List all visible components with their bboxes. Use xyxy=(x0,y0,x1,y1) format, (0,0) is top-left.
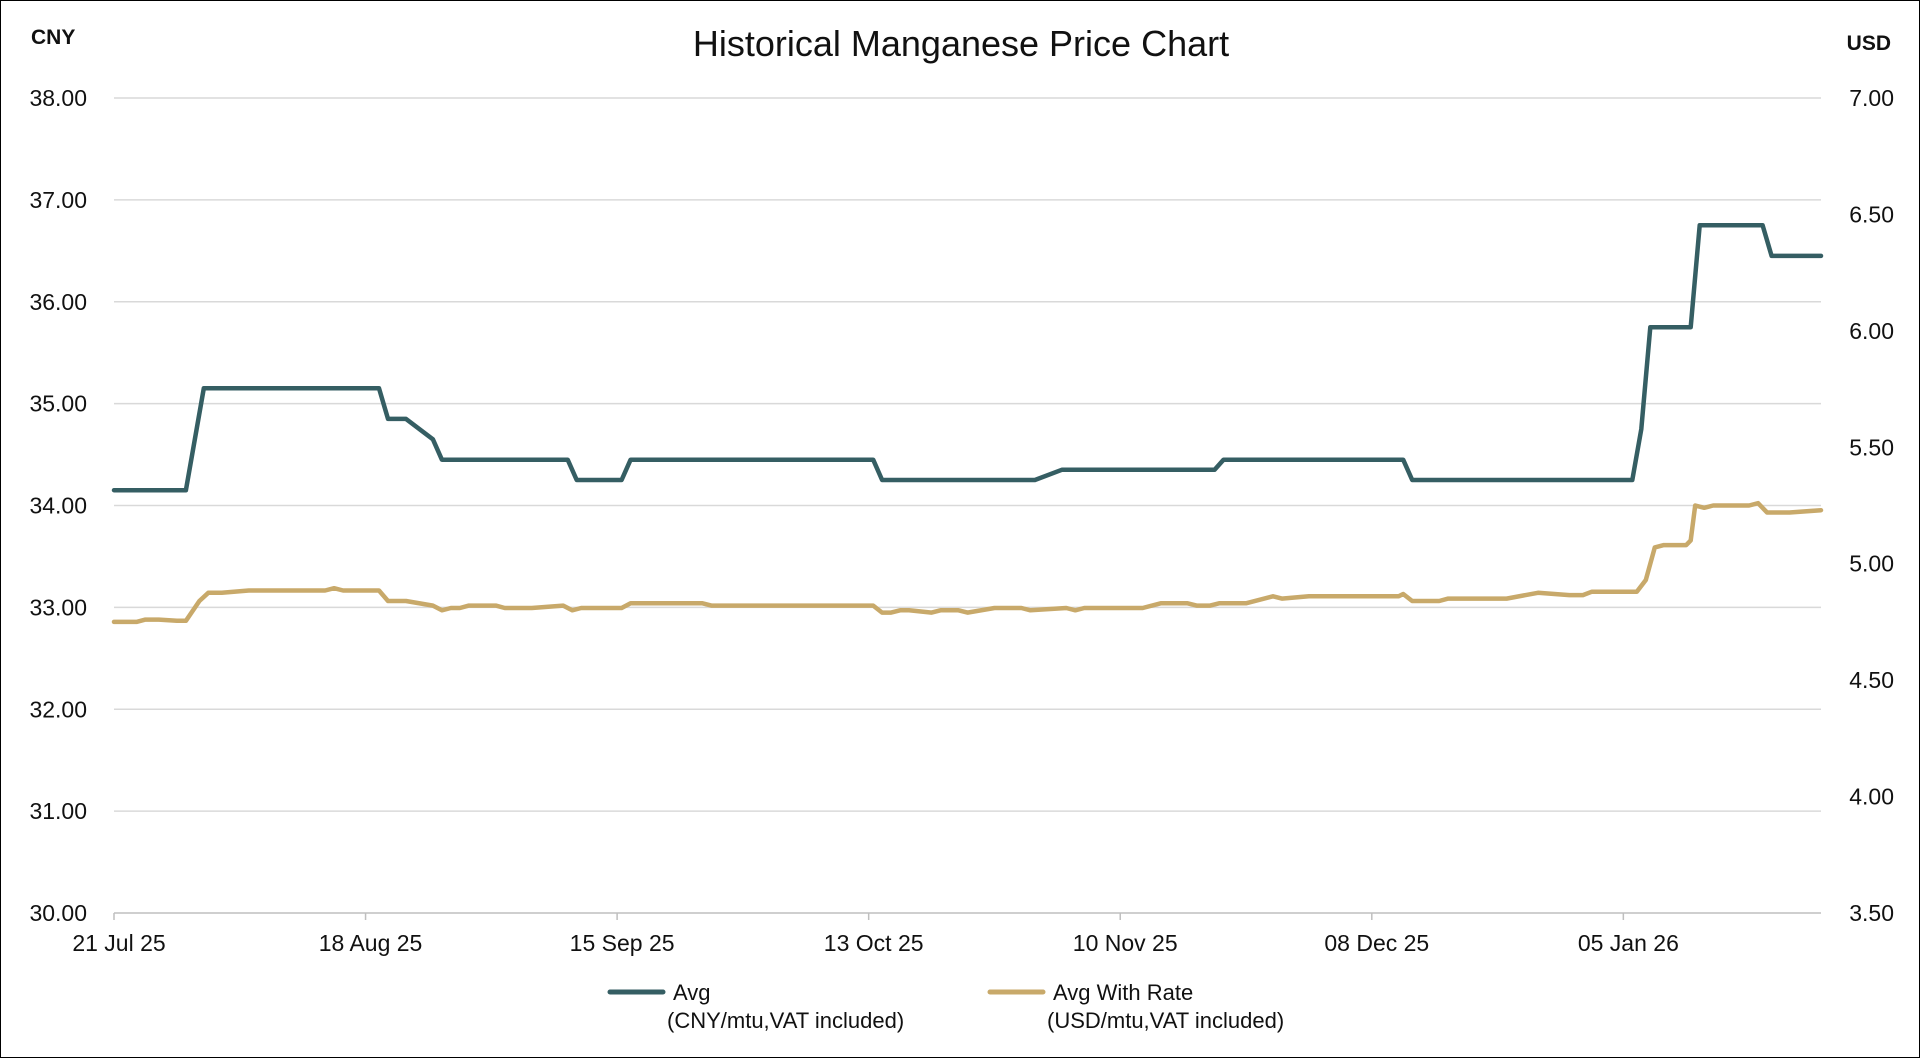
legend-label-avg: Avg xyxy=(673,980,711,1005)
gridlines xyxy=(113,97,1821,920)
left-tick-label: 32.00 xyxy=(29,696,87,722)
legend-label-avg-with-rate: Avg With Rate xyxy=(1053,980,1193,1005)
left-tick-label: 35.00 xyxy=(29,391,87,417)
series-lines xyxy=(111,223,1824,625)
left-tick-label: 30.00 xyxy=(29,900,87,926)
right-tick-label: 5.00 xyxy=(1849,551,1894,577)
left-tick-label: 38.00 xyxy=(29,85,87,111)
legend: Avg (CNY/mtu,VAT included) Avg With Rate… xyxy=(607,980,1284,1033)
right-tick-label: 4.00 xyxy=(1849,784,1894,810)
left-axis-unit-label: CNY xyxy=(31,26,75,49)
x-tick-label: 21 Jul 25 xyxy=(72,930,165,956)
series-line-avg-with-rate xyxy=(111,500,1824,625)
x-tick-label: 08 Dec 25 xyxy=(1324,930,1429,956)
left-tick-label: 31.00 xyxy=(29,798,87,824)
legend-item-avg: Avg (CNY/mtu,VAT included) xyxy=(607,980,904,1033)
tick-labels: 30.00 31.00 32.00 33.00 34.00 35.00 36.00 37.00… xyxy=(29,85,1894,956)
x-tick-label: 15 Sep 25 xyxy=(570,930,675,956)
x-tick-label: 05 Jan 26 xyxy=(1578,930,1679,956)
left-tick-label: 37.00 xyxy=(29,187,87,213)
x-tick-label: 13 Oct 25 xyxy=(824,930,924,956)
right-tick-label: 6.50 xyxy=(1849,201,1894,227)
legend-item-avg-with-rate: Avg With Rate (USD/mtu,VAT included) xyxy=(987,980,1284,1033)
right-tick-label: 3.50 xyxy=(1849,900,1894,926)
right-tick-label: 7.00 xyxy=(1849,85,1894,111)
right-tick-label: 5.50 xyxy=(1849,434,1894,460)
left-tick-label: 36.00 xyxy=(29,289,87,315)
right-axis-unit-label: USD xyxy=(1847,32,1891,55)
series-line-avg xyxy=(111,223,1824,493)
legend-unit-avg-with-rate: (USD/mtu,VAT included) xyxy=(1047,1008,1284,1033)
chart-title: Historical Manganese Price Chart xyxy=(693,23,1229,64)
left-tick-label: 33.00 xyxy=(29,594,87,620)
x-tick-label: 18 Aug 25 xyxy=(319,930,423,956)
left-tick-label: 34.00 xyxy=(29,493,87,519)
x-tick-label: 10 Nov 25 xyxy=(1073,930,1178,956)
legend-unit-avg: (CNY/mtu,VAT included) xyxy=(667,1008,904,1033)
right-tick-label: 6.00 xyxy=(1849,318,1894,344)
right-tick-label: 4.50 xyxy=(1849,667,1894,693)
